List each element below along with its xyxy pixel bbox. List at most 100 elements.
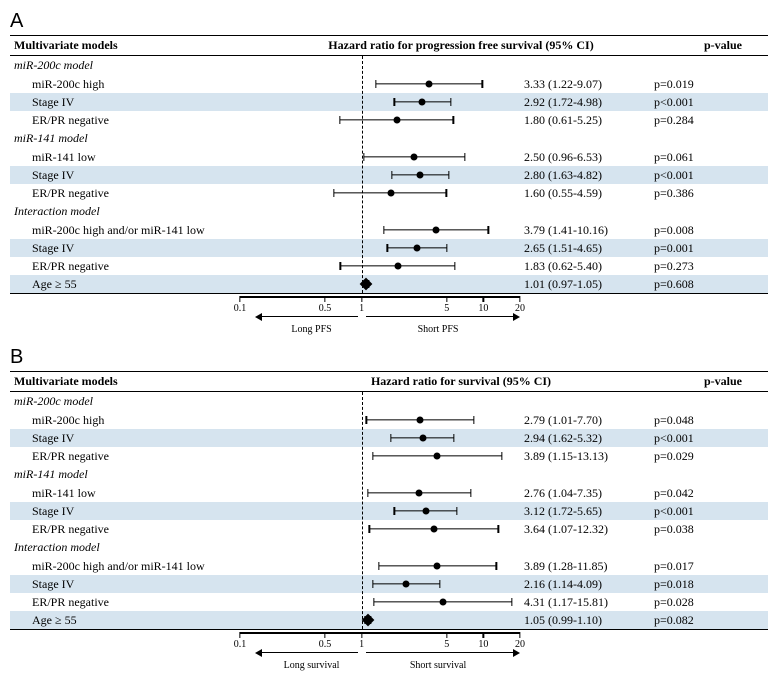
- header-models: Multivariate models: [10, 374, 244, 389]
- tick-label: 10: [478, 303, 488, 314]
- variable-label: miR-200c high and/or miR-141 low: [14, 223, 205, 237]
- p-value: p=0.018: [644, 577, 744, 592]
- p-value: p=0.042: [644, 486, 744, 501]
- variable-label: Stage IV: [14, 431, 74, 445]
- p-value: p=0.008: [644, 223, 744, 238]
- p-value: p=0.048: [644, 413, 744, 428]
- arrow-label-left: Long PFS: [291, 324, 331, 335]
- hr-value: 4.31 (1.17-15.81): [524, 595, 644, 610]
- panel-label: A: [10, 10, 768, 33]
- hr-value: 2.79 (1.01-7.70): [524, 413, 644, 428]
- variable-label: miR-200c high: [14, 77, 104, 91]
- panel-B: BMultivariate modelsHazard ratio for sur…: [10, 346, 768, 676]
- table-row: ER/PR negative 1.83 (0.62-5.40)p=0.273: [10, 257, 768, 275]
- hr-value: 3.79 (1.41-10.16): [524, 223, 644, 238]
- table-header: Multivariate modelsHazard ratio for prog…: [10, 35, 768, 56]
- header-hr: Hazard ratio for survival (95% CI): [244, 374, 678, 389]
- table-row: Stage IV2.92 (1.72-4.98)p<0.001: [10, 93, 768, 111]
- tick-label: 0.1: [234, 303, 247, 314]
- hr-value: 3.89 (1.28-11.85): [524, 559, 644, 574]
- p-value: p=0.017: [644, 559, 744, 574]
- p-value: p=0.019: [644, 77, 744, 92]
- variable-label: Age ≥ 55: [14, 277, 77, 291]
- hr-value: 2.94 (1.62-5.32): [524, 431, 644, 446]
- table-row: Age ≥ 55 1.01 (0.97-1.05)p=0.608: [10, 275, 768, 293]
- arrow-label-right: Short survival: [410, 660, 466, 671]
- hr-value: 2.16 (1.14-4.09): [524, 577, 644, 592]
- variable-label: ER/PR negative: [14, 522, 109, 536]
- table-header: Multivariate modelsHazard ratio for surv…: [10, 371, 768, 392]
- variable-label: ER/PR negative: [14, 595, 109, 609]
- group-title: Interaction model: [10, 202, 768, 221]
- table-row: miR-200c high and/or miR-141 low 3.89 (1.…: [10, 557, 768, 575]
- table-row: miR-141 low 2.50 (0.96-6.53)p=0.061: [10, 148, 768, 166]
- p-value: p=0.029: [644, 449, 744, 464]
- variable-label: Stage IV: [14, 577, 74, 591]
- hr-value: 1.83 (0.62-5.40): [524, 259, 644, 274]
- p-value: p=0.273: [644, 259, 744, 274]
- hr-value: 3.33 (1.22-9.07): [524, 77, 644, 92]
- table-row: miR-200c high and/or miR-141 low 3.79 (1.…: [10, 221, 768, 239]
- hr-value: 1.05 (0.99-1.10): [524, 613, 644, 628]
- table-row: miR-141 low 2.76 (1.04-7.35)p=0.042: [10, 484, 768, 502]
- header-hr: Hazard ratio for progression free surviv…: [244, 38, 678, 53]
- group-title: Interaction model: [10, 538, 768, 557]
- tick-label: 0.5: [319, 639, 332, 650]
- p-value: p=0.386: [644, 186, 744, 201]
- table-row: Stage IV 2.16 (1.14-4.09)p=0.018: [10, 575, 768, 593]
- table-row: Stage IV 2.94 (1.62-5.32)p<0.001: [10, 429, 768, 447]
- header-pvalue: p-value: [678, 374, 768, 389]
- group-title: miR-200c model: [10, 392, 768, 411]
- arrow-label-right: Short PFS: [418, 324, 459, 335]
- tick-label: 1: [359, 639, 364, 650]
- p-value: p<0.001: [644, 504, 744, 519]
- p-value: p<0.001: [644, 168, 744, 183]
- table-row: Stage IV 3.12 (1.72-5.65)p<0.001: [10, 502, 768, 520]
- hr-value: 3.64 (1.07-12.32): [524, 522, 644, 537]
- table-row: ER/PR negative1.60 (0.55-4.59)p=0.386: [10, 184, 768, 202]
- hr-value: 2.50 (0.96-6.53): [524, 150, 644, 165]
- group-title: miR-141 model: [10, 129, 768, 148]
- hr-value: 2.76 (1.04-7.35): [524, 486, 644, 501]
- p-value: p<0.001: [644, 431, 744, 446]
- table-row: ER/PR negative3.89 (1.15-13.13)p=0.029: [10, 447, 768, 465]
- header-pvalue: p-value: [678, 38, 768, 53]
- variable-label: Age ≥ 55: [14, 613, 77, 627]
- p-value: p=0.038: [644, 522, 744, 537]
- hr-value: 2.80 (1.63-4.82): [524, 168, 644, 183]
- tick-label: 5: [444, 639, 449, 650]
- variable-label: miR-141 low: [14, 150, 96, 164]
- table-row: Stage IV2.80 (1.63-4.82)p<0.001: [10, 166, 768, 184]
- tick-label: 0.5: [319, 303, 332, 314]
- variable-label: miR-200c high and/or miR-141 low: [14, 559, 205, 573]
- variable-label: miR-200c high: [14, 413, 104, 427]
- table-row: ER/PR negative4.31 (1.17-15.81)p=0.028: [10, 593, 768, 611]
- hr-value: 1.80 (0.61-5.25): [524, 113, 644, 128]
- p-value: p=0.082: [644, 613, 744, 628]
- arrow-label-left: Long survival: [284, 660, 340, 671]
- variable-label: Stage IV: [14, 241, 74, 255]
- table-row: Age ≥ 55 1.05 (0.99-1.10)p=0.082: [10, 611, 768, 629]
- hr-value: 3.12 (1.72-5.65): [524, 504, 644, 519]
- variable-label: miR-141 low: [14, 486, 96, 500]
- x-axis: 0.10.5151020Long survivalShort survival: [240, 630, 520, 676]
- x-axis: 0.10.5151020Long PFSShort PFS: [240, 294, 520, 340]
- table-row: Stage IV2.65 (1.51-4.65)p=0.001: [10, 239, 768, 257]
- table-row: miR-200c high 3.33 (1.22-9.07)p=0.019: [10, 75, 768, 93]
- tick-label: 5: [444, 303, 449, 314]
- hr-value: 3.89 (1.15-13.13): [524, 449, 644, 464]
- table-row: ER/PR negative 3.64 (1.07-12.32)p=0.038: [10, 520, 768, 538]
- variable-label: ER/PR negative: [14, 113, 109, 127]
- panel-label: B: [10, 346, 768, 369]
- variable-label: Stage IV: [14, 95, 74, 109]
- rows-container: miR-200c model miR-200c high 2.79 (1.01-7.…: [10, 392, 768, 630]
- tick-label: 10: [478, 639, 488, 650]
- p-value: p<0.001: [644, 95, 744, 110]
- group-title: miR-200c model: [10, 56, 768, 75]
- p-value: p=0.061: [644, 150, 744, 165]
- hr-value: 1.01 (0.97-1.05): [524, 277, 644, 292]
- variable-label: ER/PR negative: [14, 259, 109, 273]
- table-row: ER/PR negative1.80 (0.61-5.25)p=0.284: [10, 111, 768, 129]
- p-value: p=0.608: [644, 277, 744, 292]
- variable-label: Stage IV: [14, 504, 74, 518]
